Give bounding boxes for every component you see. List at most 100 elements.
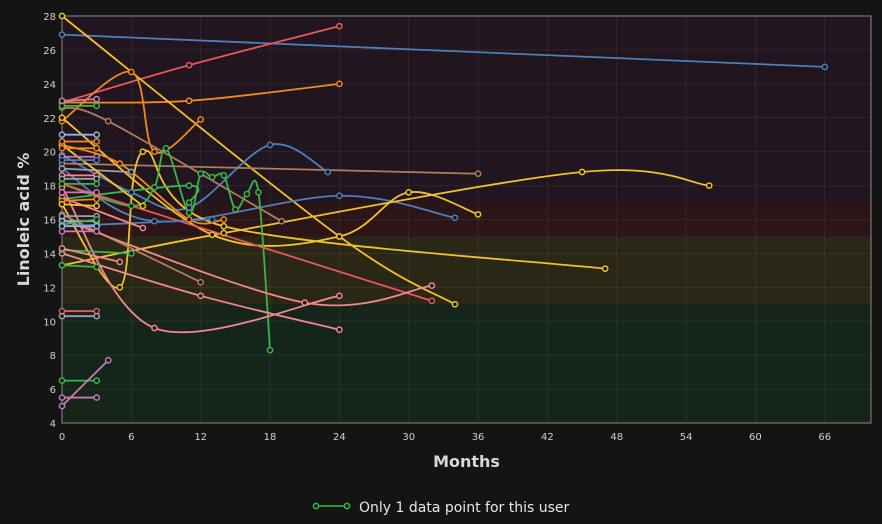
data-point[interactable] bbox=[162, 144, 170, 152]
data-point[interactable] bbox=[93, 216, 101, 223]
data-point[interactable] bbox=[220, 216, 228, 223]
data-point[interactable] bbox=[58, 131, 66, 139]
data-point[interactable] bbox=[93, 394, 101, 401]
data-point[interactable] bbox=[127, 168, 135, 176]
legend[interactable]: Only 1 data point for this user bbox=[312, 500, 569, 516]
data-point[interactable] bbox=[185, 61, 193, 69]
series-line[interactable] bbox=[61, 70, 202, 154]
data-point[interactable] bbox=[93, 138, 101, 145]
series-line[interactable] bbox=[61, 264, 97, 268]
data-point[interactable] bbox=[278, 217, 285, 225]
data-point[interactable] bbox=[185, 97, 193, 105]
data-point[interactable] bbox=[116, 258, 124, 266]
data-point[interactable] bbox=[428, 297, 436, 305]
data-point[interactable] bbox=[197, 170, 205, 178]
data-point[interactable] bbox=[58, 377, 66, 384]
data-point[interactable] bbox=[220, 229, 228, 237]
data-point[interactable] bbox=[578, 168, 586, 176]
data-point[interactable] bbox=[197, 278, 205, 286]
data-point[interactable] bbox=[336, 22, 343, 30]
data-point[interactable] bbox=[127, 68, 135, 76]
data-point[interactable] bbox=[266, 346, 274, 354]
data-point[interactable] bbox=[93, 228, 101, 235]
data-point[interactable] bbox=[93, 131, 101, 139]
data-point[interactable] bbox=[705, 182, 713, 189]
series-line[interactable] bbox=[61, 149, 606, 289]
data-point[interactable] bbox=[58, 402, 66, 410]
data-point[interactable] bbox=[220, 172, 228, 179]
data-point[interactable] bbox=[405, 189, 413, 196]
data-point[interactable] bbox=[474, 211, 482, 218]
data-point[interactable] bbox=[58, 228, 66, 235]
data-point[interactable] bbox=[185, 182, 193, 189]
data-point[interactable] bbox=[185, 209, 193, 217]
data-point[interactable] bbox=[139, 202, 147, 210]
data-point[interactable] bbox=[185, 199, 193, 206]
series-line[interactable] bbox=[61, 218, 432, 307]
data-point[interactable] bbox=[151, 324, 158, 332]
data-point[interactable] bbox=[474, 170, 482, 178]
data-point[interactable] bbox=[220, 222, 228, 230]
data-point[interactable] bbox=[58, 244, 66, 252]
series-line[interactable] bbox=[61, 203, 97, 207]
data-point[interactable] bbox=[601, 265, 609, 273]
data-point[interactable] bbox=[58, 114, 66, 122]
data-point[interactable] bbox=[336, 80, 343, 88]
data-point[interactable] bbox=[58, 138, 66, 145]
data-point[interactable] bbox=[93, 95, 101, 103]
data-point[interactable] bbox=[185, 216, 193, 223]
data-point[interactable] bbox=[58, 12, 66, 20]
data-point[interactable] bbox=[58, 394, 66, 401]
data-point[interactable] bbox=[93, 189, 101, 196]
series-line[interactable] bbox=[61, 167, 456, 223]
data-point[interactable] bbox=[197, 116, 205, 123]
data-point[interactable] bbox=[93, 312, 101, 320]
data-point[interactable] bbox=[58, 31, 66, 39]
data-point[interactable] bbox=[58, 180, 66, 188]
data-point[interactable] bbox=[151, 217, 158, 225]
data-point[interactable] bbox=[243, 190, 251, 198]
data-point[interactable] bbox=[127, 202, 135, 210]
series-line[interactable] bbox=[61, 144, 224, 225]
data-point[interactable] bbox=[93, 195, 101, 203]
data-point[interactable] bbox=[232, 205, 239, 213]
series-line[interactable] bbox=[61, 15, 456, 306]
data-point[interactable] bbox=[266, 141, 274, 149]
data-point[interactable] bbox=[127, 250, 135, 257]
series-line[interactable] bbox=[61, 184, 200, 203]
data-point[interactable] bbox=[58, 189, 66, 196]
data-point[interactable] bbox=[58, 144, 66, 152]
data-point[interactable] bbox=[93, 377, 101, 384]
data-point[interactable] bbox=[58, 261, 66, 269]
series-line[interactable] bbox=[61, 198, 97, 202]
data-point[interactable] bbox=[58, 312, 66, 320]
data-point[interactable] bbox=[104, 117, 112, 125]
data-point[interactable] bbox=[208, 231, 216, 239]
data-point[interactable] bbox=[93, 102, 101, 110]
data-point[interactable] bbox=[116, 283, 124, 291]
data-point[interactable] bbox=[336, 326, 343, 334]
series-line[interactable] bbox=[61, 106, 283, 222]
data-point[interactable] bbox=[336, 192, 343, 200]
data-point[interactable] bbox=[58, 156, 66, 164]
data-point[interactable] bbox=[151, 148, 158, 156]
data-point[interactable] bbox=[104, 356, 112, 364]
data-point[interactable] bbox=[93, 144, 101, 152]
data-point[interactable] bbox=[255, 189, 262, 196]
series-line[interactable] bbox=[61, 169, 710, 267]
data-point[interactable] bbox=[451, 300, 459, 308]
data-point[interactable] bbox=[197, 292, 205, 300]
data-point[interactable] bbox=[93, 180, 101, 188]
data-point[interactable] bbox=[208, 173, 216, 181]
series-line[interactable] bbox=[61, 33, 825, 68]
data-point[interactable] bbox=[151, 183, 158, 191]
series-line[interactable] bbox=[61, 144, 144, 207]
data-point[interactable] bbox=[428, 282, 436, 289]
series-line[interactable] bbox=[61, 98, 97, 102]
series-line[interactable] bbox=[61, 162, 479, 175]
data-point[interactable] bbox=[208, 216, 216, 223]
data-point[interactable] bbox=[139, 224, 147, 232]
data-point[interactable] bbox=[93, 263, 101, 271]
data-point[interactable] bbox=[58, 97, 66, 105]
series-line[interactable] bbox=[61, 196, 144, 229]
